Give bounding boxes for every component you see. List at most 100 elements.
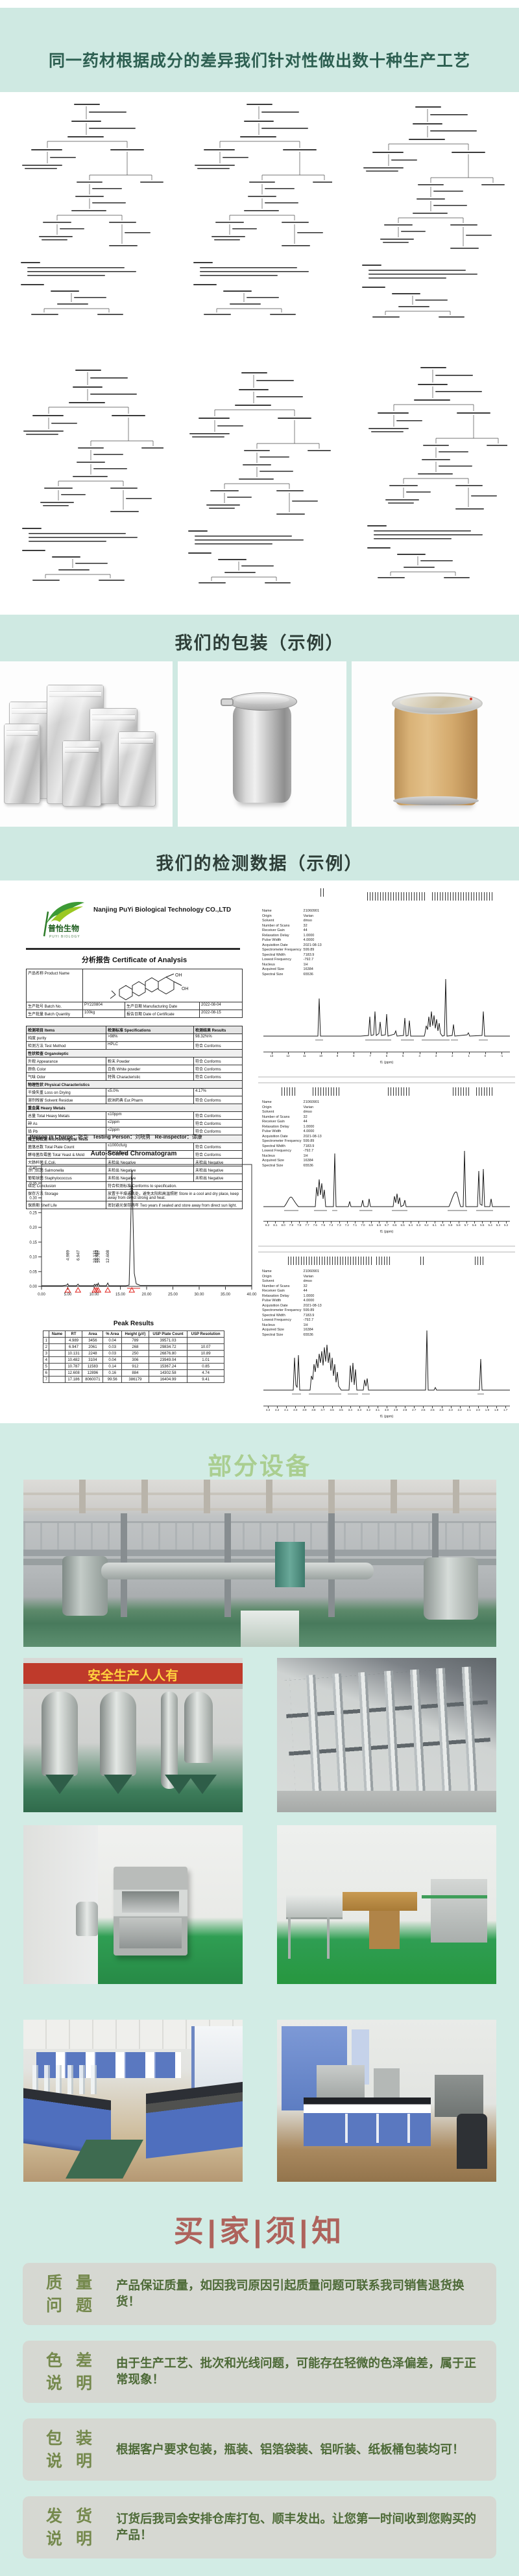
svg-text:0.05: 0.05 <box>29 1270 37 1274</box>
notice-label: 发 货说 明 <box>46 2507 97 2548</box>
notice-text: 订货后我司会安排仓库打包、顺丰发出。让您第一时间收到您购买的产品！ <box>116 2512 477 2542</box>
panel-separator <box>258 1246 515 1253</box>
equipment-photo-tablet-press <box>23 1825 243 1984</box>
evaporator-tank <box>184 1692 217 1794</box>
svg-text:0.40: 0.40 <box>29 1167 37 1171</box>
stainless-tank <box>424 1557 478 1620</box>
svg-text:0.15: 0.15 <box>29 1241 37 1245</box>
nmr-panel-aromatic: Name 21060901 Origin Varian Solvent dmso Numbe… <box>258 1086 515 1243</box>
peak-labels-cluster <box>475 1257 485 1265</box>
tablet-press-machine <box>113 1866 188 1956</box>
canister-body <box>233 704 291 803</box>
notice-packaging: 包 装说 明 根据客户要求包装，瓶装、铝箔袋装、铝听装、纸板桶包装均可！ <box>23 2418 496 2481</box>
notice-text: 产品保证质量，如因我司原因引起质量问题可联系我司销售退货换货！ <box>116 2278 465 2308</box>
equipment-photo-instrument-lab <box>277 2020 496 2182</box>
equipment-photo-column-array <box>277 1658 496 1812</box>
horizontal-vessel <box>101 1563 374 1579</box>
dust-collector <box>76 1901 98 1937</box>
peak-labels-cluster <box>476 1087 494 1096</box>
canister-tab <box>221 698 234 706</box>
nmr-spectra-column: Name 21060901 Origin Varian Solvent dmso Numbe… <box>258 887 515 1429</box>
nmr-x-axis-label: f1 (ppm) <box>380 1061 394 1065</box>
company-logo-icon: 普怡生物 PUYI BIOLOGY <box>43 902 84 939</box>
coa-signers: Person in Charge：张华 Testing Person：刘晓勇 R… <box>30 1134 202 1140</box>
packaging-photo-fiber-drum <box>352 661 519 827</box>
nmr-params-table: Name 21060901 Origin Varian Solvent dmso Numbe… <box>262 1270 322 1337</box>
svg-text:PUYI BIOLOGY: PUYI BIOLOGY <box>49 935 80 939</box>
glassware <box>32 2065 98 2094</box>
header-rule <box>26 948 240 950</box>
analyzer-instrument <box>316 2065 365 2101</box>
svg-text:0.20: 0.20 <box>29 1226 37 1230</box>
column-pipe <box>161 1692 193 1794</box>
nmr-x-axis: 8.2 8.1 8.0 7.9 7.8 7.7 7.6 7.5 7.4 7.3 7.2 7.1 7.0 6… <box>263 1221 510 1227</box>
top-white-strip <box>0 0 519 8</box>
nmr-x-axis: 4.3 4.2 4.1 4.0 3.9 3.8 3.7 3.6 3.5 3.4 3.3 3.2 3.1 3… <box>263 1406 510 1412</box>
notice-quality: 质 量问 题 产品保证质量，如因我司原因引起质量问题可联系我司销售退货换货！ <box>23 2263 496 2325</box>
notice-label: 色 差说 明 <box>46 2352 97 2393</box>
svg-text:25.00: 25.00 <box>168 1293 178 1297</box>
stainless-table <box>285 1895 343 1920</box>
chemical-structure: OH OH <box>110 973 189 1000</box>
testing-title: 我们的检测数据（示例） <box>156 854 363 873</box>
notice-label: 质 量问 题 <box>46 2274 97 2315</box>
svg-text:4.989: 4.989 <box>66 1250 70 1261</box>
drum-body <box>394 703 477 805</box>
svg-text:35.00: 35.00 <box>221 1293 231 1297</box>
lab-window <box>191 2026 243 2091</box>
equipment-photo-evaporators: 安全生产人人有 <box>23 1658 243 1812</box>
svg-text:OH: OH <box>182 987 189 991</box>
instrument-rack <box>435 2075 483 2117</box>
lab-bench-right <box>146 2081 243 2159</box>
svg-text:40.00: 40.00 <box>247 1293 257 1297</box>
packaging-title: 我们的包装（示例） <box>175 633 344 653</box>
main-title-band: 同一药材根据成分的差异我们针对性做出数十种生产工艺 <box>0 8 519 92</box>
stainless-tank <box>62 1556 108 1616</box>
peak-labels-cluster <box>388 1087 411 1096</box>
monitor <box>373 2068 400 2101</box>
table-legs <box>287 1917 341 1959</box>
testing-data-section: 普怡生物 PUYI BIOLOGY Nanjing PuYi Biologica… <box>0 880 519 1423</box>
product-name-label: 产品名称 Product Name <box>26 969 83 1002</box>
nmr-spectrum <box>263 978 510 1041</box>
wooden-cabinet <box>368 1911 400 1950</box>
packaging-section: 我们的包装（示例） 我们的检测数据（示例） <box>0 615 519 880</box>
company-name: Nanjing PuYi Biological Technology CO.,L… <box>93 906 232 914</box>
drum-bottom-rim <box>393 796 479 805</box>
equipment-title: 部分设备 <box>208 1453 311 1480</box>
equipment-photo-chem-lab <box>23 2020 243 2182</box>
process-flowchart-4 <box>12 363 165 590</box>
process-flowchart-2 <box>180 99 337 325</box>
nmr-panel-full: Name 21060901 Origin Varian Solvent dmso Numbe… <box>258 887 515 1074</box>
hplc-chromatogram: 0.00 5.00 10.00 15.00 20.00 25.00 30.00 35.00 40… <box>23 1159 257 1310</box>
equipment-photo-cleanroom <box>277 1825 496 1984</box>
peak-labels-cluster <box>288 1257 372 1265</box>
teal-tank <box>275 1542 305 1587</box>
office-chair <box>457 2114 488 2169</box>
svg-text:OH: OH <box>175 973 182 978</box>
wooden-table <box>343 1891 418 1911</box>
peak-labels-cluster <box>420 1257 426 1265</box>
ceiling-beams <box>23 1480 496 1513</box>
evaporator-tank <box>42 1692 78 1794</box>
coa-product-table: 产品名称 Product Name 生产批号 Batch No. PY220804… <box>26 969 243 1018</box>
process-flowchart-3 <box>356 99 507 325</box>
evaporator-tank <box>100 1692 136 1794</box>
packaging-photo-aluminum-canister <box>178 661 346 827</box>
safety-banner: 安全生产人人有 <box>23 1663 243 1685</box>
svg-text:20.00: 20.00 <box>141 1293 152 1297</box>
process-flowchart-5 <box>180 363 332 590</box>
svg-text:0.30: 0.30 <box>29 1197 37 1201</box>
svg-text:10.131: 10.131 <box>93 1250 97 1263</box>
foil-bag <box>118 731 156 807</box>
buyer-notice-title: 买|家|须|知 <box>173 2214 346 2248</box>
coa-title: 分析报告 Certificate of Analysis <box>81 956 187 964</box>
peak-labels-cluster <box>376 1257 392 1265</box>
chromatogram-title: Auto-Scaled Chromatogram <box>90 1150 177 1157</box>
peak-labels-cluster <box>320 888 324 897</box>
bench-drawers <box>316 2114 418 2143</box>
notice-color: 色 差说 明 由于生产工艺、批次和光线问题，可能存在轻微的色泽偏差，属于正常现象… <box>23 2341 496 2403</box>
svg-text:0.25: 0.25 <box>29 1211 37 1215</box>
peak-labels-cluster <box>453 1087 470 1096</box>
